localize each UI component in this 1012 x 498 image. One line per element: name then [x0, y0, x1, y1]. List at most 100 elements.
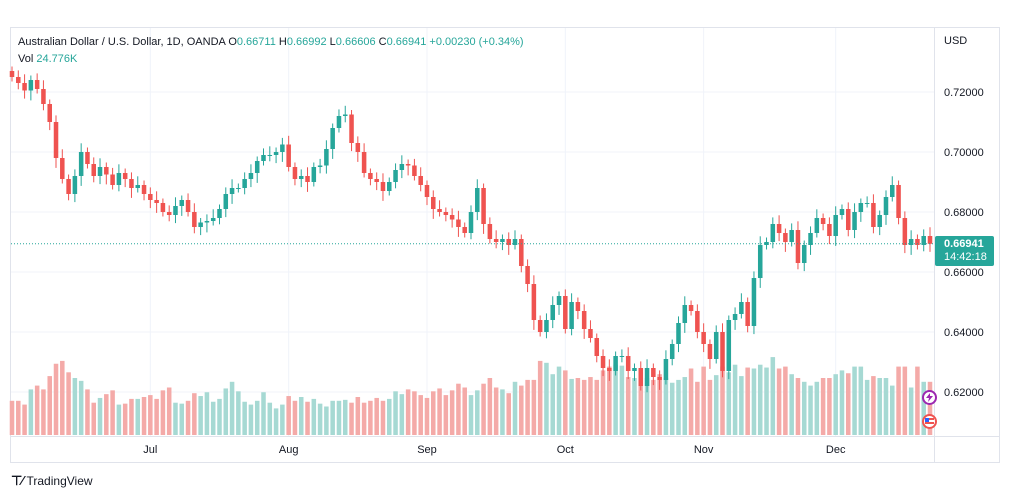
candle-body — [607, 368, 612, 371]
candle-body — [53, 122, 59, 158]
volume-bar — [324, 406, 329, 435]
candle-body — [908, 239, 914, 245]
candle-body — [720, 332, 725, 371]
candle-body — [757, 245, 763, 278]
volume-bar — [210, 401, 216, 435]
candle-body — [890, 185, 895, 197]
volume-bar — [311, 398, 317, 435]
candle-body — [198, 222, 203, 227]
volume-bar — [531, 379, 537, 435]
candle-body — [651, 368, 656, 377]
candle-body — [657, 377, 662, 380]
volume-bar — [242, 401, 247, 435]
low-label: L — [329, 36, 336, 48]
volume-bar — [588, 377, 593, 435]
volume-bar — [412, 391, 417, 435]
y-tick-label: 0.64000 — [944, 327, 984, 339]
volume-bar — [695, 381, 700, 435]
volume-bar — [613, 364, 618, 435]
volume-bar — [229, 381, 235, 435]
candle-body — [581, 311, 587, 329]
volume-bar — [701, 366, 706, 435]
candle-body — [160, 203, 166, 212]
candle-body — [41, 89, 46, 104]
candle-body — [588, 329, 593, 338]
volume-legend: Vol 24.776K — [18, 53, 77, 65]
close-label: C — [378, 36, 387, 48]
volume-bar — [431, 391, 436, 435]
candle-body — [386, 182, 392, 191]
volume-bar — [726, 372, 732, 435]
candle-body — [355, 143, 361, 152]
volume-bar — [273, 408, 279, 435]
candle-body — [261, 155, 266, 161]
candle-body — [286, 144, 291, 167]
volume-bar — [173, 402, 178, 435]
candle-body — [613, 356, 618, 371]
candle-body — [519, 239, 524, 266]
candle-body — [424, 185, 430, 197]
volume-bar — [927, 381, 933, 435]
candle-body — [280, 144, 285, 152]
volume-bar — [795, 378, 801, 435]
candle-body — [783, 233, 788, 242]
candle-body — [236, 188, 241, 189]
candle-body — [273, 152, 279, 155]
candle-body — [431, 197, 436, 209]
candle-body — [185, 200, 191, 212]
volume-bar — [493, 387, 499, 435]
volume-bar — [355, 397, 361, 435]
currency-label: USD — [944, 35, 968, 47]
volume-bar — [902, 366, 908, 435]
candle-body — [625, 356, 631, 371]
candle-body — [475, 188, 480, 212]
candle-body — [78, 152, 84, 176]
volume-bar — [342, 399, 348, 435]
volume-bar — [745, 367, 750, 435]
volume-bar — [198, 396, 203, 435]
volume-bar — [519, 385, 524, 435]
candle-body — [563, 296, 568, 329]
volume-bar — [669, 382, 675, 435]
volume-bar — [682, 377, 688, 435]
volume-bar — [368, 400, 373, 435]
candle-body — [292, 167, 298, 179]
candle-body — [148, 194, 153, 200]
candle-body — [22, 83, 27, 91]
candle-body — [324, 149, 329, 166]
volume-bar — [915, 366, 920, 435]
volume-bar — [720, 366, 725, 435]
volume-bar — [663, 378, 669, 435]
candle-body — [311, 167, 317, 182]
volume-bar — [91, 402, 97, 435]
volume-bar — [676, 379, 681, 435]
lightning-icon[interactable] — [922, 390, 937, 405]
volume-bar — [657, 374, 662, 435]
volume-bar — [575, 378, 581, 435]
x-tick-label: Aug — [279, 444, 299, 456]
flag-icon[interactable] — [922, 414, 937, 429]
brand[interactable]: ⊤⁄ TradingView — [11, 473, 93, 489]
volume-bar — [525, 379, 530, 435]
candle-body — [242, 179, 247, 188]
volume-bar — [908, 387, 914, 435]
candle-body — [437, 209, 442, 212]
volume-bar — [298, 397, 304, 435]
volume-bar — [814, 381, 820, 435]
candle-body — [336, 116, 342, 128]
volume-bar — [739, 376, 744, 435]
candle-body — [669, 344, 675, 359]
candle-body — [550, 305, 556, 320]
candle-body — [179, 200, 185, 206]
candle-body — [399, 164, 405, 170]
candle-body — [915, 239, 920, 245]
volume-bar — [261, 392, 266, 435]
volume-bar — [16, 400, 21, 435]
candle-body — [217, 209, 222, 218]
volume-bar — [236, 391, 241, 435]
candle-body — [707, 344, 713, 359]
volume-bar — [254, 400, 260, 435]
candle-body — [682, 305, 688, 323]
x-tick-label: Nov — [694, 444, 714, 456]
